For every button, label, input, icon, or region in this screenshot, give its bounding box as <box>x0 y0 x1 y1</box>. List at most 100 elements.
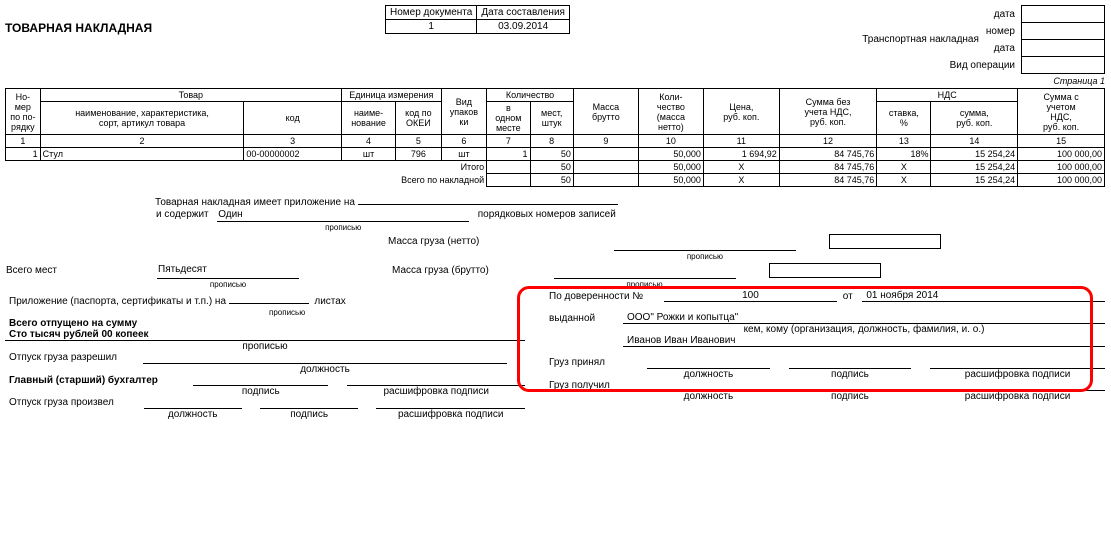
issued-value: ООО" Рожки и копытца" <box>623 312 1105 324</box>
cr-dec-sub: расшифровка подписи <box>930 391 1105 403</box>
col-unit: Единица измерения <box>341 89 441 102</box>
row-name: Стул <box>40 148 244 161</box>
vsego-row: Всего по накладной 50 50,000 Х 84 745,76… <box>6 174 1105 187</box>
col-nds: НДС <box>877 89 1018 102</box>
col-code: код <box>244 102 342 135</box>
col-brutto: Массабрутто <box>573 89 638 135</box>
propis-2: прописью <box>614 250 796 262</box>
itogo-sum: 84 745,76 <box>779 161 877 174</box>
itogo-x1: Х <box>703 161 779 174</box>
mass-net-box <box>829 234 941 249</box>
row-code: 00-00000002 <box>244 148 342 161</box>
vsego-qty: 50,000 <box>638 174 703 187</box>
operation-label: Вид операции <box>861 57 1021 74</box>
n2: 2 <box>40 135 244 148</box>
issued-name: Иванов Иван Иванович <box>623 335 1105 347</box>
ca-pos-sub: должность <box>647 368 770 380</box>
ca-sign <box>789 357 912 368</box>
vsego-nds: 15 254,24 <box>931 174 1018 187</box>
col-price: Цена,руб. коп. <box>703 89 779 135</box>
col-places: мест,штук <box>530 102 573 135</box>
ca-dec-sub: расшифровка подписи <box>930 368 1105 380</box>
records-label: порядковых номеров записей <box>477 208 617 222</box>
attach-value <box>229 290 309 304</box>
doc-date: 03.09.2014 <box>477 20 570 34</box>
places-label: Всего мест <box>5 262 157 279</box>
cr-pos-sub: должность <box>647 391 770 403</box>
cr-sign <box>789 380 912 391</box>
n12: 12 <box>779 135 877 148</box>
col-nds-sum: сумма,руб. коп. <box>931 102 1018 135</box>
vsego-x2: Х <box>877 174 931 187</box>
row-nds-sum: 15 254,24 <box>931 148 1018 161</box>
doc-no: 1 <box>386 20 477 34</box>
row-price: 1 694,92 <box>703 148 779 161</box>
propis-4: прописью <box>554 279 736 291</box>
n10: 10 <box>638 135 703 148</box>
vsego-label: Всего по накладной <box>6 174 487 187</box>
page-number: Страница 1 <box>5 74 1105 88</box>
mass-gross-label: Масса груза (брутто) <box>391 262 554 279</box>
rd-sign <box>260 397 358 408</box>
cr-dec <box>930 380 1105 391</box>
col-nds-rate: ставка,% <box>877 102 931 135</box>
itogo-places: 50 <box>530 161 573 174</box>
side-date-label: дата <box>985 6 1022 23</box>
ca-dec <box>930 357 1105 368</box>
row-sum-no-nds: 84 745,76 <box>779 148 877 161</box>
side-date2-box <box>1022 40 1105 57</box>
cargo-received-label: Груз получил <box>545 380 647 391</box>
propis-6: прописью <box>5 341 525 353</box>
side-number-label: номер <box>985 23 1022 40</box>
chief-acc-label: Главный (старший) бухгалтер <box>5 375 193 386</box>
col-goods: Товар <box>40 89 341 102</box>
main-table: Но-мерпо по-рядку Товар Единица измерени… <box>5 88 1105 187</box>
rd-pos-sub: должность <box>144 408 242 420</box>
row-pack: шт <box>441 148 487 161</box>
doc-no-label: Номер документа <box>386 6 477 20</box>
cr-sign-sub: подпись <box>789 391 912 403</box>
released-sum-value: Сто тысяч рублей 00 копеек <box>5 329 525 341</box>
ca-pos <box>647 357 770 368</box>
itogo-nds: 15 254,24 <box>931 161 1018 174</box>
n9: 9 <box>573 135 638 148</box>
row-okei: 796 <box>396 148 442 161</box>
proxy-no: 100 <box>664 290 837 302</box>
issued-label: выданной <box>545 312 623 324</box>
col-unit-name: наиме-нование <box>341 102 395 135</box>
row-brutto <box>573 148 638 161</box>
release-allowed-label: Отпуск груза разрешил <box>5 352 143 363</box>
rd-dec-sub: расшифровка подписи <box>376 408 525 420</box>
itogo-row: Итого 50 50,000 Х 84 745,76 Х 15 254,24 … <box>6 161 1105 174</box>
itogo-x2: Х <box>877 161 931 174</box>
ca-sign-sub: подпись <box>789 368 912 380</box>
dec-sub-1: расшифровка подписи <box>347 386 525 398</box>
row-places: 50 <box>530 148 573 161</box>
issued-sub: кем, кому (организация, должность, фамил… <box>623 324 1105 336</box>
itogo-qty: 50,000 <box>638 161 703 174</box>
n6: 6 <box>441 135 487 148</box>
vsego-in-one <box>487 174 530 187</box>
sign-sub-1: подпись <box>193 386 328 398</box>
col-name: наименование, характеристика,сорт, артик… <box>40 102 244 135</box>
mass-net-label: Масса груза (нетто) <box>387 233 614 250</box>
col-pack: Видупаковки <box>441 89 487 135</box>
propis-1: прописью <box>217 222 469 234</box>
n8: 8 <box>530 135 573 148</box>
side-date2-label: дата <box>985 40 1022 57</box>
vsego-brutto <box>573 174 638 187</box>
chief-sign <box>193 375 328 386</box>
doc-date-label: Дата составления <box>477 6 570 20</box>
n4: 4 <box>341 135 395 148</box>
contains-value: Один <box>217 208 469 222</box>
row-total: 100 000,00 <box>1018 148 1105 161</box>
cr-pos <box>647 380 770 391</box>
col-netto: Коли-чество(массанетто) <box>638 89 703 135</box>
attach-label: Приложение (паспорта, сертификаты и т.п.… <box>9 296 226 307</box>
row-qty: 50,000 <box>638 148 703 161</box>
n15: 15 <box>1018 135 1105 148</box>
n14: 14 <box>931 135 1018 148</box>
n5: 5 <box>396 135 442 148</box>
operation-box <box>1022 57 1105 74</box>
col-sum-no-nds: Сумма безучета НДС,руб. коп. <box>779 89 877 135</box>
